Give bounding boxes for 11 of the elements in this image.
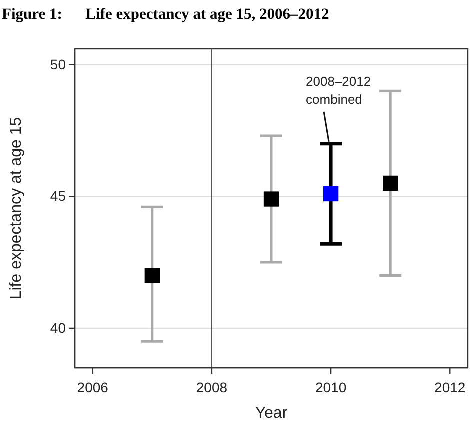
y-tick-label: 40	[50, 320, 66, 336]
y-tick-label: 50	[50, 56, 66, 72]
x-axis-title: Year	[255, 405, 288, 422]
x-tick-label: 2008	[196, 379, 228, 396]
chart-title: Figure 1: Life expectancy at age 15, 2006–2012	[2, 6, 330, 23]
annotation: 2008–2012 combined	[306, 74, 372, 107]
x-tick-label: 2012	[434, 379, 466, 396]
y-axis-title: Life expectancy at age 15	[8, 117, 25, 300]
x-tick-label: 2006	[77, 379, 109, 396]
x-tick-label: 2010	[315, 379, 347, 396]
y-tick-label: 45	[50, 188, 66, 204]
